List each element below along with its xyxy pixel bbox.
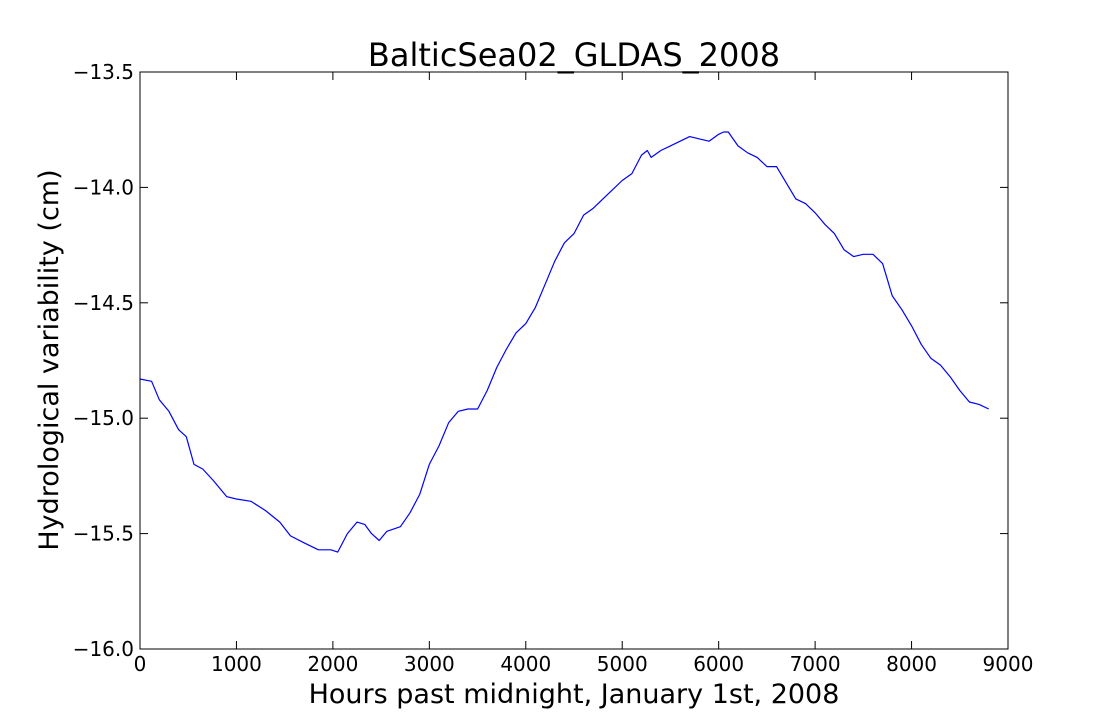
series-line bbox=[139, 131, 989, 553]
y-tick-label: −13.5 bbox=[73, 60, 134, 84]
x-tick-label: 7000 bbox=[790, 652, 841, 676]
x-tick-label: 2000 bbox=[307, 652, 358, 676]
x-tick-label: 1000 bbox=[211, 652, 262, 676]
y-axis: −16.0 −15.5 −15.0 −14.5 −14.0 −13.5 bbox=[73, 60, 1008, 661]
y-tick-label: −16.0 bbox=[73, 637, 134, 661]
y-tick-label: −15.0 bbox=[73, 406, 134, 430]
y-axis-label: Hydrological variability (cm) bbox=[34, 169, 65, 550]
plot-area bbox=[139, 131, 989, 553]
x-tick-label: 4000 bbox=[500, 652, 551, 676]
chart-title: BalticSea02_GLDAS_2008 bbox=[368, 36, 780, 74]
x-axis: 0 1000 2000 3000 4000 5000 6000 7000 8000 9000 bbox=[134, 72, 1034, 676]
x-tick-label: 0 bbox=[134, 652, 147, 676]
x-tick-label: 8000 bbox=[886, 652, 937, 676]
plot-frame bbox=[139, 71, 1009, 650]
x-tick-label: 6000 bbox=[693, 652, 744, 676]
x-tick-label: 3000 bbox=[404, 652, 455, 676]
x-tick-label: 5000 bbox=[597, 652, 648, 676]
y-tick-label: −15.5 bbox=[73, 522, 134, 546]
y-tick-label: −14.5 bbox=[73, 291, 134, 315]
x-tick-label: 9000 bbox=[983, 652, 1034, 676]
y-tick-label: −14.0 bbox=[73, 175, 134, 199]
x-axis-label: Hours past midnight, January 1st, 2008 bbox=[309, 679, 840, 710]
